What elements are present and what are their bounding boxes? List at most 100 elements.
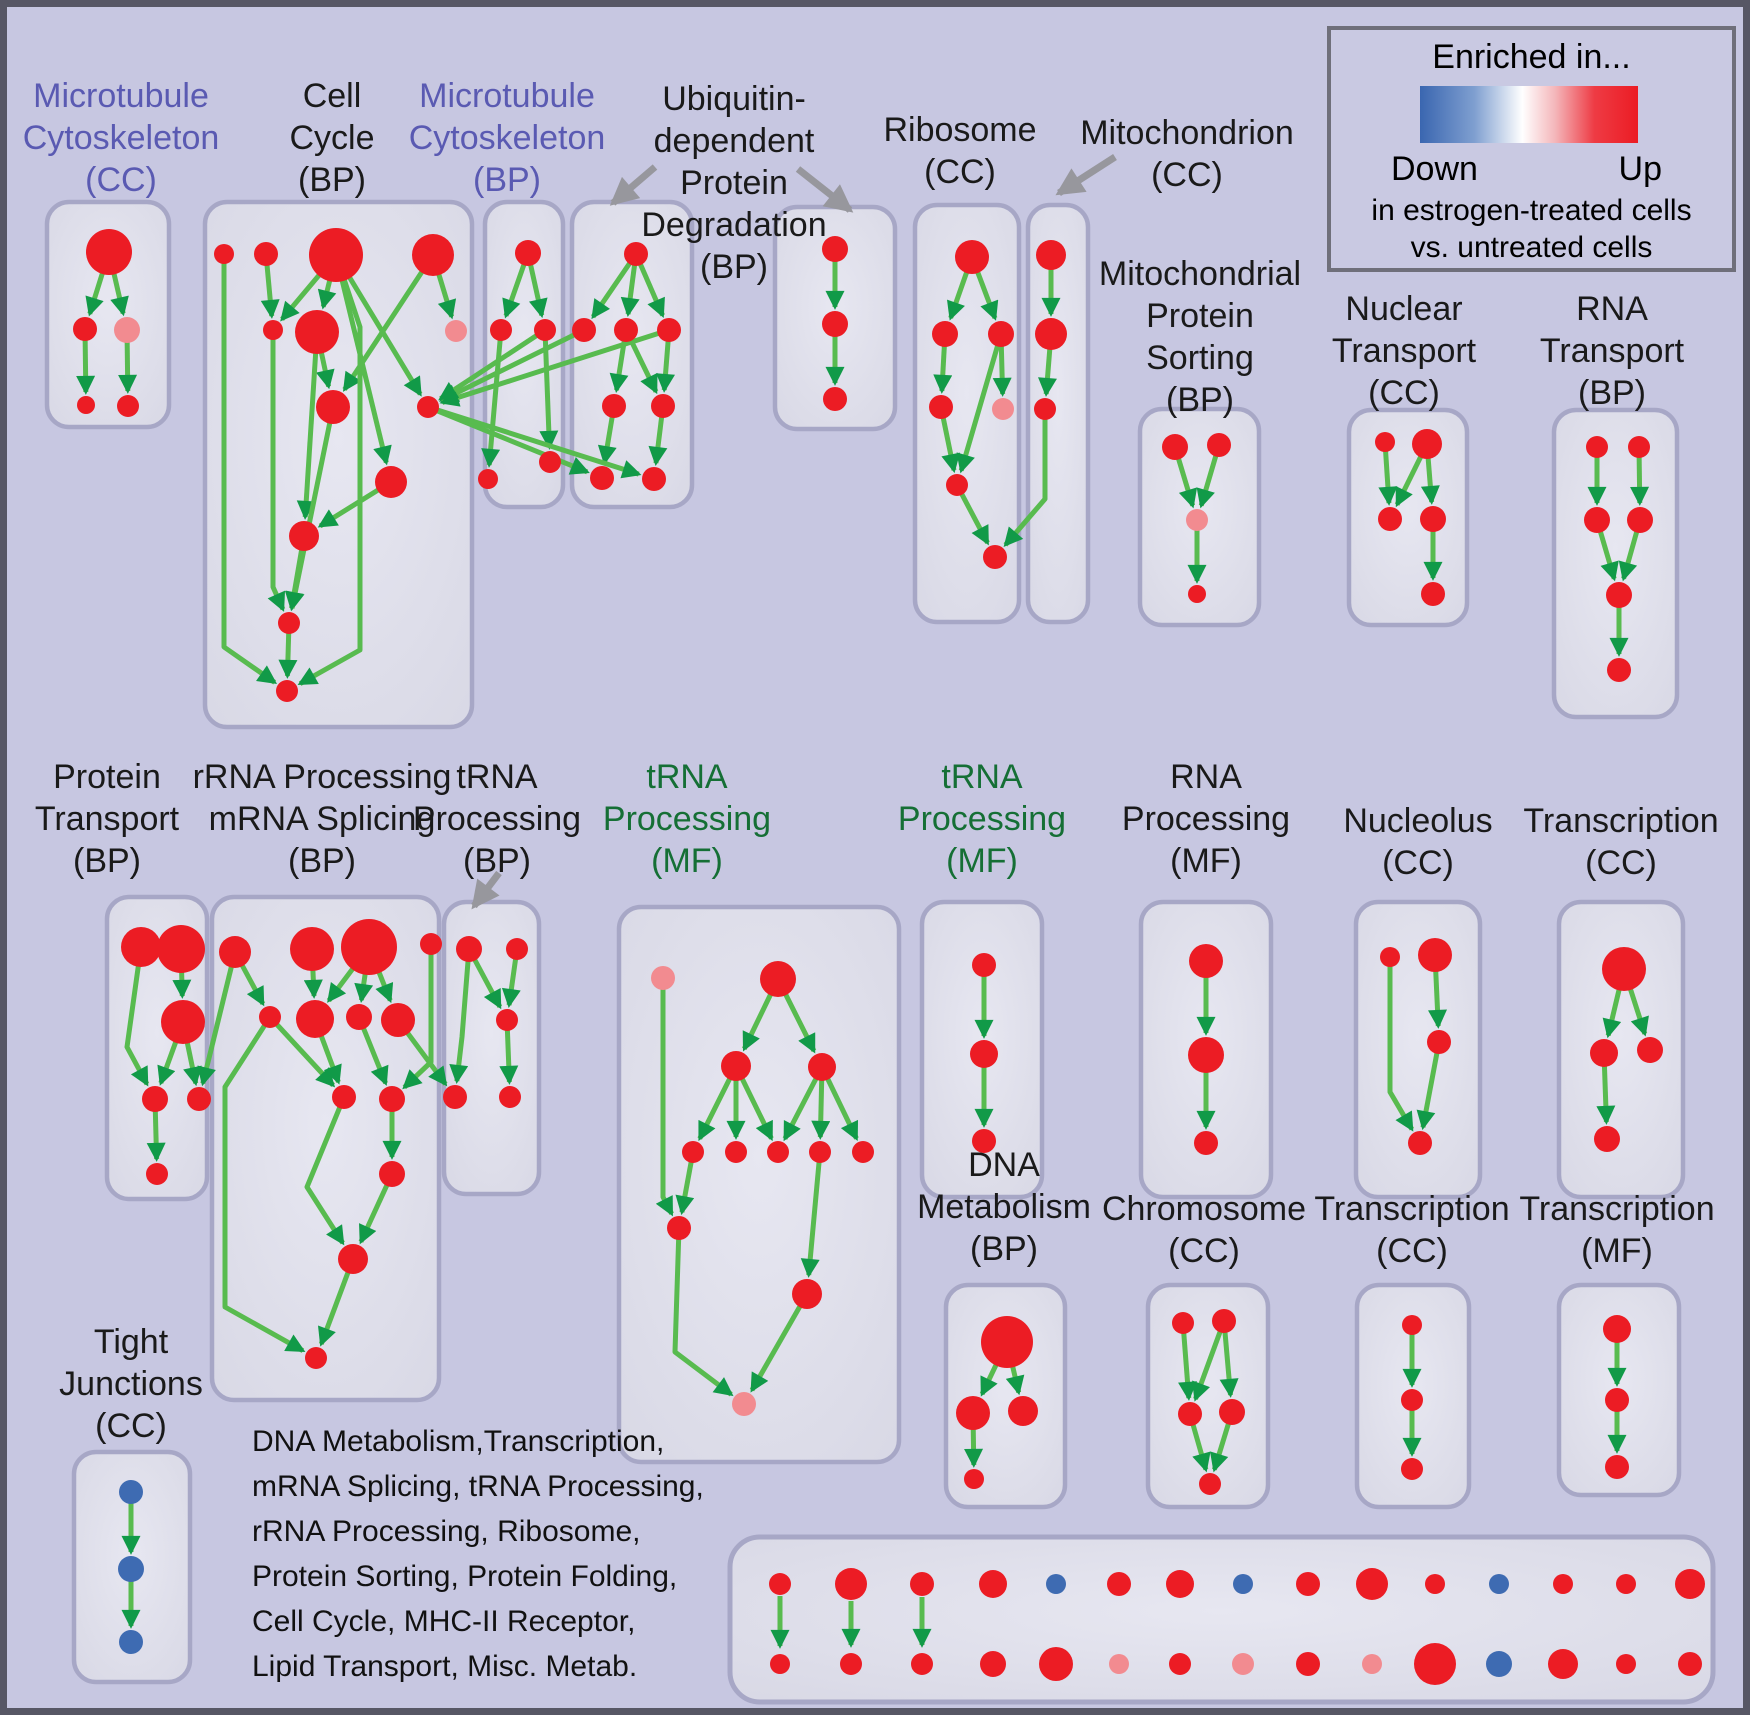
label-pointer-arrow <box>471 870 502 910</box>
gene-node-rrna-0 <box>219 936 251 968</box>
gene-node-mc_cc-1 <box>73 317 97 341</box>
cluster-box-transcription_cc2 <box>1556 899 1686 1200</box>
edge-arrow <box>222 1015 306 1353</box>
gene-node-dna_met-2 <box>1008 1396 1038 1426</box>
band-node-bottom-3 <box>980 1651 1006 1677</box>
cluster-label-mc_cc: Microtubule Cytoskeleton (CC) <box>22 77 220 199</box>
gene-node-mps-0 <box>1162 434 1188 460</box>
gene-node-ubiq_a-5 <box>651 394 675 418</box>
legend: Enriched in... Down Up in estrogen-treat… <box>1327 26 1736 272</box>
gene-node-rna_t-5 <box>1607 658 1631 682</box>
gene-node-protein_t-1 <box>157 925 205 973</box>
gene-node-rrna-7 <box>381 1003 415 1037</box>
gene-node-cell_cycle-2 <box>309 228 363 282</box>
edge-arrow <box>1192 1320 1227 1402</box>
cluster-label-rna_t: RNA Transport (BP) <box>1539 290 1685 412</box>
cluster-label-ribosome: Ribosome (CC) <box>883 111 1037 191</box>
edge-arrow <box>956 333 1004 474</box>
gene-node-cell_cycle-0 <box>214 244 234 264</box>
gene-node-ribosome-2 <box>988 321 1014 347</box>
cluster-label-nuclear_t: Nuclear Transport (CC) <box>1331 290 1477 412</box>
gene-node-trna_mf1-1 <box>760 961 796 997</box>
band-node-top-12 <box>1553 1574 1573 1594</box>
gene-node-ubiq_a-3 <box>657 318 681 342</box>
gene-node-protein_t-3 <box>142 1086 168 1112</box>
gene-node-mito-2 <box>1034 398 1056 420</box>
gene-node-ubiq_b-1 <box>822 311 848 337</box>
band-node-top-0 <box>769 1573 791 1595</box>
gene-node-mc_cc-0 <box>86 229 132 275</box>
edge-arrow <box>1387 957 1415 1132</box>
gene-node-protein_t-0 <box>121 927 161 967</box>
cluster-label-trna_mf1: tRNA Processing (MF) <box>602 758 772 880</box>
gene-node-mc_bp-2 <box>534 319 556 341</box>
edge-arrow <box>267 330 286 612</box>
cluster-label-cell_cycle: Cell Cycle (BP) <box>289 77 375 199</box>
band-node-bottom-11 <box>1486 1651 1512 1677</box>
gene-node-ubiq_b-2 <box>823 387 847 411</box>
gene-node-nucleolus-1 <box>1418 938 1452 972</box>
cluster-label-mitochondrion: Mitochondrion (CC) <box>1080 114 1294 194</box>
gene-node-nuclear_t-1 <box>1412 429 1442 459</box>
band-node-bottom-8 <box>1296 1652 1320 1676</box>
legend-caption-line1: in estrogen-treated cells <box>1371 194 1692 227</box>
band-node-top-6 <box>1166 1570 1194 1598</box>
gene-node-transcription_mf-0 <box>1603 1315 1631 1343</box>
gene-node-rrna-9 <box>379 1086 405 1112</box>
gene-node-cell_cycle-4 <box>263 320 283 340</box>
gene-node-trna_mf1-6 <box>767 1141 789 1163</box>
gene-node-ribosome-5 <box>946 474 968 496</box>
edge-arrow <box>800 1151 823 1278</box>
edge-arrow <box>124 946 150 1087</box>
gene-node-chromosome-1 <box>1212 1309 1236 1333</box>
gene-node-trna_mf1-8 <box>852 1141 874 1163</box>
gene-node-mps-1 <box>1207 433 1231 457</box>
cluster-box-nuclear_t <box>1346 407 1470 628</box>
gene-node-transcription_mf-1 <box>1605 1388 1629 1412</box>
gene-node-ubiq_a-4 <box>602 394 626 418</box>
gene-node-dna_met-0 <box>981 1316 1033 1368</box>
gene-node-cell_cycle-3 <box>412 234 454 276</box>
edge-arrow <box>439 327 670 407</box>
gene-node-transcription_cc2-2 <box>1637 1037 1663 1063</box>
gene-node-nuclear_t-3 <box>1420 506 1446 532</box>
gene-node-rrna-8 <box>332 1085 356 1109</box>
gene-node-cell_cycle-9 <box>375 466 407 498</box>
band-node-top-11 <box>1489 1574 1509 1594</box>
gene-node-rrna-5 <box>296 1000 334 1038</box>
gene-node-protein_t-5 <box>146 1163 168 1185</box>
gene-node-ubiq_a-7 <box>642 467 666 491</box>
gene-node-chromosome-3 <box>1219 1399 1245 1425</box>
edge-arrow <box>449 948 472 1084</box>
gene-node-ribosome-4 <box>992 398 1014 420</box>
cluster-label-chromosome: Chromosome (CC) <box>1101 1190 1307 1270</box>
gene-node-rna_t-2 <box>1584 507 1610 533</box>
edge-arrow <box>481 329 504 468</box>
gene-node-protein_t-4 <box>187 1087 211 1111</box>
gene-node-protein_t-2 <box>161 1000 205 1044</box>
cluster-label-ubiquitin: Ubiquitin- dependent Protein Degradation… <box>641 80 827 286</box>
gene-node-ubiq_a-0 <box>624 242 648 266</box>
cluster-label-nucleolus: Nucleolus (CC) <box>1343 802 1493 882</box>
gene-node-rrna-4 <box>259 1006 281 1028</box>
gene-node-transcription_cc3-2 <box>1401 1458 1423 1480</box>
gene-node-mc_cc-4 <box>117 395 139 417</box>
edge-arrow <box>268 1015 336 1088</box>
band-node-bottom-9 <box>1362 1654 1382 1674</box>
cluster-label-trna_bp: tRNA Processing (BP) <box>412 758 582 880</box>
gene-node-rna_t-1 <box>1628 436 1650 458</box>
gene-node-trna_bp-1 <box>506 938 528 960</box>
gene-node-cell_cycle-7 <box>316 390 350 424</box>
edge-arrow <box>438 327 547 401</box>
band-node-top-8 <box>1296 1572 1320 1596</box>
gene-node-ubiq_a-6 <box>590 466 614 490</box>
gene-node-rrna-2 <box>341 919 397 975</box>
band-node-bottom-0 <box>770 1654 790 1674</box>
edge-arrow <box>221 254 278 685</box>
cluster-label-dna_met: DNA Metabolism (BP) <box>917 1146 1091 1268</box>
gene-node-trna_mf1-9 <box>667 1216 691 1240</box>
gene-node-trna_mf2-1 <box>970 1040 998 1068</box>
edge-arrow <box>590 252 639 320</box>
edge-arrow <box>1416 1041 1442 1131</box>
